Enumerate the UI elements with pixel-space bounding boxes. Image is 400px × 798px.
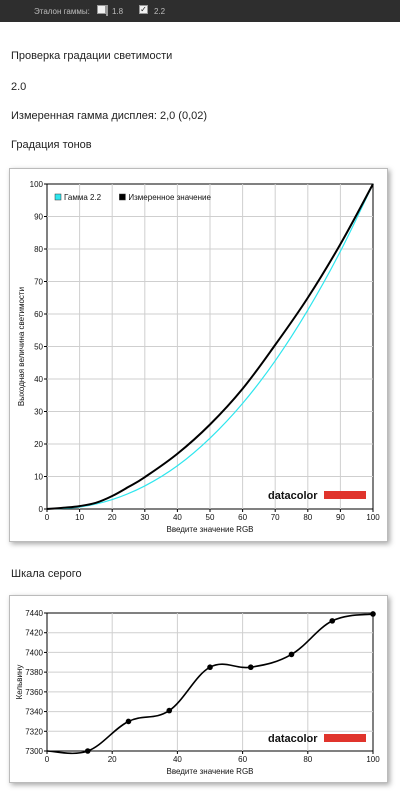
data-point [370, 611, 376, 617]
x-tick-label: 70 [271, 513, 280, 522]
x-axis-label: Введите значение RGB [166, 525, 253, 534]
x-tick-label: 20 [108, 513, 117, 522]
datacolor-logo-bar [324, 734, 366, 742]
data-point [125, 718, 132, 725]
legend-swatch-0 [54, 193, 62, 201]
legend-swatch-1 [119, 193, 126, 201]
gamma-reference-label: Эталон гаммы: [34, 7, 90, 16]
data-point [207, 664, 213, 671]
x-tick-label: 100 [366, 755, 380, 764]
tone-gradation-chart: 0 10 20 30 40 50 60 70 80 90 100 0 10 20 30 40 50 60 70 80 9… [9, 168, 388, 542]
y-tick-label: 7300 [25, 747, 43, 756]
data-point [247, 664, 254, 671]
x-tick-label: 30 [140, 513, 149, 522]
x-tick-label: 60 [238, 755, 247, 764]
y-tick-label: 7400 [25, 648, 43, 657]
data-point [288, 651, 295, 658]
y-tick-label: 20 [34, 440, 43, 449]
x-tick-label: 100 [366, 513, 380, 522]
y-tick-label: 7420 [25, 629, 43, 638]
legend-label-1: Измеренное значение [128, 193, 211, 202]
x-tick-label: 40 [173, 513, 182, 522]
y-tick-label: 0 [39, 505, 44, 514]
y-tick-label: 90 [34, 213, 43, 222]
y-axis-label: Кельвину [15, 665, 24, 700]
y-tick-label: 80 [34, 245, 43, 254]
series-line-1 [46, 183, 374, 510]
luminance-value: 2.0 [11, 81, 27, 93]
y-tick-label: 10 [34, 473, 43, 482]
y-tick-label: 7440 [25, 609, 43, 618]
datacolor-logo-text: datacolor [268, 490, 318, 502]
datacolor-logo-text: datacolor [268, 733, 318, 745]
luminance-title: Проверка градации светимости [11, 50, 173, 62]
x-tick-label: 10 [75, 513, 84, 522]
y-tick-label: 40 [34, 375, 43, 384]
y-tick-label: 50 [34, 343, 43, 352]
y-tick-label: 7380 [25, 668, 43, 677]
x-tick-label: 60 [238, 513, 247, 522]
measured-gamma: Измеренная гамма дисплея: 2,0 (0,02) [11, 110, 208, 122]
x-tick-label: 40 [173, 755, 182, 764]
y-tick-label: 70 [34, 278, 43, 287]
y-tick-label: 60 [34, 310, 43, 319]
datacolor-logo-bar [324, 491, 366, 499]
grayscale-title: Шкала серого [11, 568, 82, 580]
data-point [84, 748, 91, 754]
legend-label-0: Гамма 2.2 [64, 193, 102, 202]
x-tick-label: 80 [303, 755, 312, 764]
series-line-0 [46, 183, 374, 510]
x-tick-label: 80 [303, 513, 312, 522]
x-tick-label: 50 [206, 513, 215, 522]
y-tick-label: 7340 [25, 708, 43, 717]
tone-gradation-svg: 0 10 20 30 40 50 60 70 80 90 100 0 10 20 30 40 50 60 70 80 9… [17, 180, 380, 534]
data-point [166, 707, 173, 714]
x-tick-label: 0 [45, 755, 50, 764]
gamma-2-2-checkbox[interactable]: ✓ [139, 5, 148, 14]
gamma-1-8-label: 1.8 [112, 7, 124, 16]
plot-area [46, 612, 374, 752]
y-tick-label: 7360 [25, 688, 43, 697]
x-tick-label: 0 [45, 513, 50, 522]
y-tick-label: 30 [34, 408, 43, 417]
y-tick-label: 7320 [25, 727, 43, 736]
tone-gradation-title: Градация тонов [11, 139, 92, 151]
data-point [329, 618, 336, 624]
x-tick-label: 90 [336, 513, 345, 522]
grayscale-chart: 0 20 40 60 80 100 7300 7320 7340 7360 7380 7400 7420… [9, 595, 388, 783]
y-tick-label: 100 [30, 180, 44, 189]
gamma-2-2-label: 2.2 [154, 7, 166, 16]
gamma-1-8-checkbox[interactable] [97, 5, 106, 14]
gamma-reference-bar: Эталон гаммы: 1.8 ✓ 2.2 [0, 0, 400, 22]
y-axis-label: Выходная величина светимости [17, 287, 26, 406]
x-tick-label: 20 [108, 755, 117, 764]
grayscale-svg: 0 20 40 60 80 100 7300 7320 7340 7360 7380 7400 7420… [15, 609, 380, 776]
checkbox-separator [106, 5, 108, 16]
x-axis-label: Введите значение RGB [166, 767, 253, 776]
